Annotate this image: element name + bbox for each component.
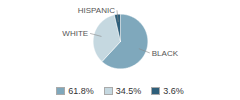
- html-text:3.6%: 3.6%: [163, 86, 184, 96]
- html-text:61.8%: 61.8%: [68, 86, 94, 96]
- html-text:34.5%: 34.5%: [115, 86, 142, 96]
- svg-text:BLACK: BLACK: [152, 49, 179, 58]
- svg-text:WHITE: WHITE: [62, 29, 88, 38]
- svg-text:HISPANIC: HISPANIC: [78, 6, 115, 15]
